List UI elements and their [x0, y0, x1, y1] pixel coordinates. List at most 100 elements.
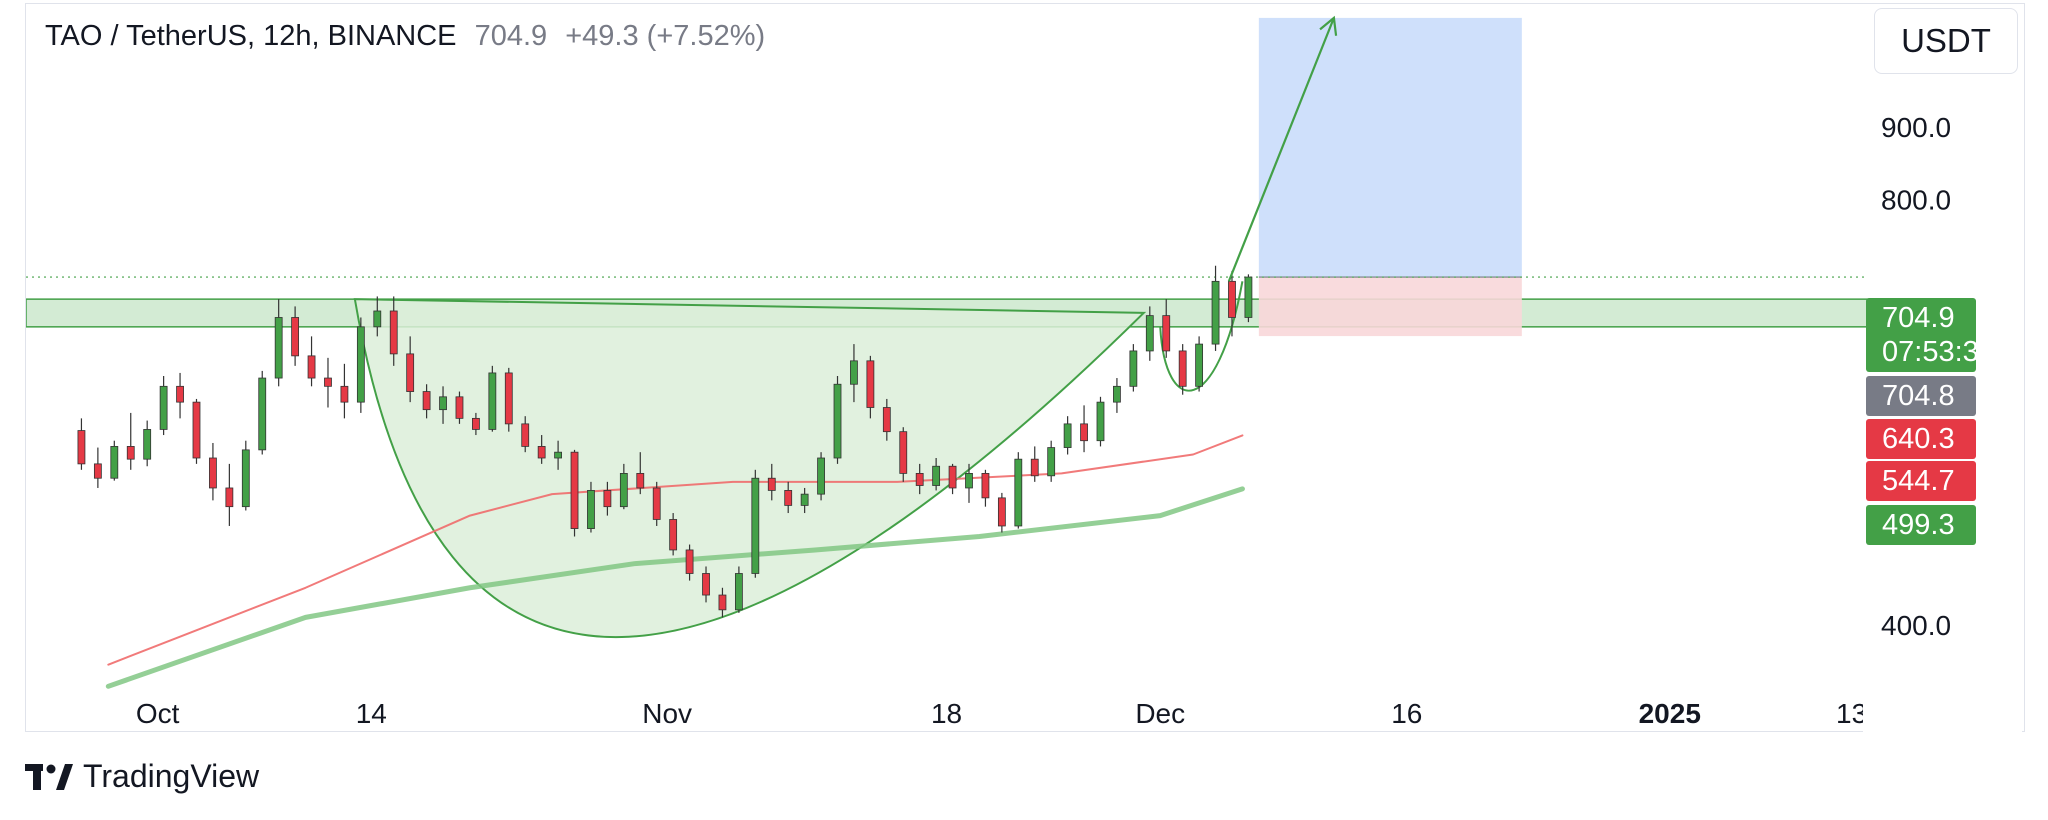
- candle-0: [77, 418, 86, 470]
- candle-body: [77, 430, 86, 465]
- bar-countdown: 07:53:38: [1882, 336, 1995, 368]
- candle-body: [356, 326, 365, 403]
- moving-average-slow: [105, 486, 1245, 689]
- candle-body: [1014, 458, 1023, 527]
- candle-24: [472, 412, 480, 436]
- candle-44: [800, 487, 809, 514]
- candle-body: [965, 473, 973, 489]
- price-tag-gray: 704.8: [1866, 376, 1976, 416]
- candle-body: [718, 594, 727, 611]
- candle-body: [1211, 280, 1220, 345]
- candle-1: [93, 447, 102, 488]
- candle-body: [143, 429, 152, 460]
- candle-body: [1096, 401, 1105, 442]
- candle-70: [1228, 270, 1236, 337]
- candle-60: [1063, 416, 1072, 455]
- projection-arrow-line: [1227, 17, 1335, 282]
- candle-body: [455, 396, 464, 419]
- projection-arrow-layer: [1227, 15, 1338, 282]
- candle-body: [570, 451, 579, 529]
- projection-arrow-head: [1319, 15, 1338, 36]
- time-tick-label: Dec: [1135, 698, 1185, 729]
- candle-13: [291, 306, 300, 366]
- time-tick-label: 13: [1836, 698, 1867, 729]
- candle-body: [981, 473, 990, 499]
- candle-body: [258, 377, 267, 451]
- candle-38: [702, 566, 710, 603]
- candle-body: [784, 490, 793, 506]
- candle-body: [504, 372, 513, 425]
- symbol-title: TAO / TetherUS, 12h, BINANCE: [45, 20, 457, 52]
- candle-61: [1080, 405, 1088, 453]
- candle-body: [1195, 343, 1204, 387]
- candle-17: [356, 317, 365, 413]
- candle-body: [767, 477, 776, 491]
- candle-8: [209, 442, 217, 501]
- candle-body: [899, 431, 908, 474]
- candle-35: [652, 481, 661, 526]
- candle-body: [1145, 315, 1154, 352]
- candle-34: [636, 452, 645, 495]
- candle-body: [340, 385, 349, 403]
- candle-7: [192, 398, 201, 464]
- candle-body: [241, 449, 250, 508]
- candle-67: [1178, 344, 1187, 395]
- time-tick-label: 18: [931, 698, 962, 729]
- tradingview-logo-icon: [25, 763, 73, 790]
- candle-body: [800, 493, 809, 506]
- candle-body: [685, 549, 694, 574]
- candle-56: [997, 492, 1006, 533]
- candle-27: [521, 416, 530, 453]
- candle-66: [1162, 299, 1171, 358]
- target-zone: [1258, 17, 1522, 278]
- candle-body: [603, 490, 612, 508]
- candle-15: [324, 357, 332, 408]
- candle-body: [291, 317, 300, 357]
- candle-12: [274, 299, 283, 387]
- candle-30: [570, 449, 579, 537]
- candle-68: [1195, 336, 1204, 392]
- candle-body: [389, 310, 398, 355]
- candle-body: [1162, 315, 1171, 352]
- candle-69: [1211, 265, 1220, 351]
- candle-body: [93, 463, 102, 479]
- time-tick-label: 2025: [1639, 698, 1701, 729]
- candle-body: [1129, 350, 1138, 387]
- price-chart[interactable]: 900.0 800.0 400.0 Oct 14 Nov 18 Dec 16 2025 13: [26, 4, 2026, 733]
- currency-button[interactable]: USDT: [1874, 8, 2018, 74]
- candle-57: [1014, 452, 1023, 529]
- time-tick-label: 14: [356, 698, 387, 729]
- candle-body: [932, 465, 941, 486]
- candle-body: [866, 360, 875, 408]
- candle-body: [307, 355, 316, 379]
- candle-51: [915, 463, 924, 495]
- candle-body: [850, 360, 858, 385]
- candle-body: [882, 407, 891, 433]
- candle-4: [143, 420, 152, 467]
- brand-name[interactable]: TradingView: [83, 758, 260, 794]
- candle-body: [209, 457, 217, 489]
- candle-body: [1113, 385, 1121, 403]
- candle-32: [603, 481, 612, 516]
- moving-average-fast: [107, 434, 1244, 666]
- candle-body: [439, 396, 447, 411]
- price-change-legend: +49.3 (+7.52%): [565, 20, 766, 52]
- candle-body: [652, 487, 661, 520]
- candle-body: [619, 473, 628, 508]
- candle-49: [882, 398, 891, 441]
- price-tag-green: 499.3: [1866, 505, 1976, 545]
- candle-39: [718, 587, 727, 618]
- candle-48: [866, 355, 875, 419]
- candle-64: [1129, 344, 1138, 392]
- candle-58: [1030, 446, 1039, 482]
- price-tag-red-1: 640.3: [1866, 419, 1976, 459]
- candle-body: [274, 317, 283, 379]
- time-tick-label: 16: [1391, 698, 1422, 729]
- candle-25: [488, 365, 497, 432]
- candle-10: [241, 440, 250, 511]
- candle-body: [1080, 423, 1088, 442]
- candle-body: [751, 477, 760, 574]
- chart-frame[interactable]: 900.0 800.0 400.0 Oct 14 Nov 18 Dec 16 2025 13: [25, 3, 2026, 733]
- candle-37: [685, 544, 694, 581]
- candle-21: [422, 384, 431, 419]
